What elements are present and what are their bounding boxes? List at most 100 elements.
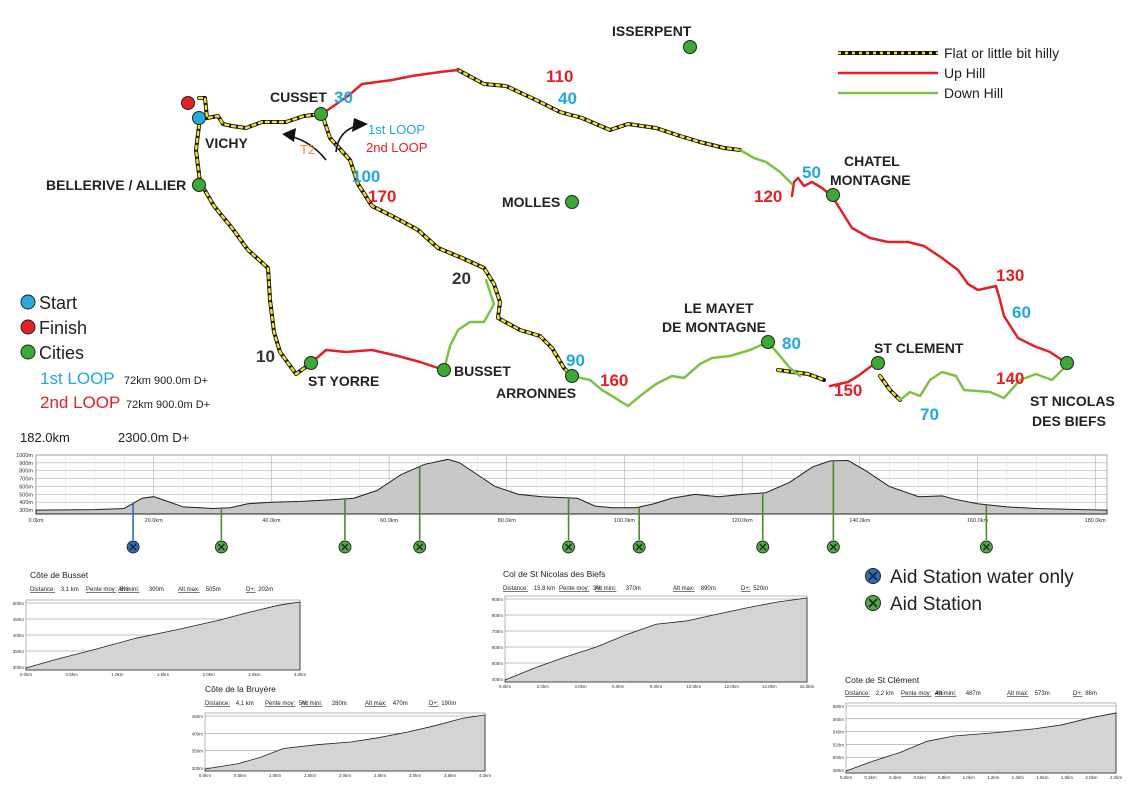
climb-stat-label: Pente moy: <box>265 701 296 707</box>
climb-x-tick: 3.5km <box>444 773 457 778</box>
profile-x-tick: 180.0km <box>1085 518 1107 524</box>
climb-x-tick: 2.0km <box>339 773 352 778</box>
climb-x-tick: 2.5km <box>248 672 261 677</box>
climb-x-tick: 1.5km <box>304 773 317 778</box>
climb-x-tick: 6.0km <box>612 684 625 689</box>
aid-legend: Aid Station water only Aid Station <box>865 567 1074 615</box>
route-uphill-segments <box>308 68 1070 388</box>
km-mark: 170 <box>368 187 396 206</box>
arrowhead-loop-icon <box>352 118 368 132</box>
aid-station-cross <box>129 543 137 551</box>
aid-full-legend-icon <box>865 595 881 611</box>
profile-y-tick: 800m <box>19 469 33 475</box>
climb-stat-label: Distance: <box>503 586 528 592</box>
climb-x-tick: 3.0km <box>294 672 307 677</box>
climb-stat-value: 520m <box>753 586 768 592</box>
climb-x-tick: 0.8km <box>938 775 951 780</box>
total-elevation: 2300.0m D+ <box>118 430 189 445</box>
climb-y-tick: 500m <box>13 601 25 606</box>
climb-x-tick: 16.0km <box>800 684 815 689</box>
climb-y-tick: 400m <box>13 633 25 638</box>
climb-y-tick: 400m <box>192 731 204 736</box>
aid-station-icon <box>756 540 770 554</box>
city-label: ST CLEMENT <box>874 340 964 356</box>
city-label: BELLERIVE / ALLIER <box>46 177 186 193</box>
climb-stat-value: 2,2 km <box>876 691 894 697</box>
city-dot-st-clement <box>871 356 885 370</box>
arrowhead-t2-icon <box>282 128 296 142</box>
climb-x-tick: 0.5km <box>66 672 79 677</box>
climb-stat-value: 890m <box>701 586 716 592</box>
city-label: CUSSET <box>270 89 327 105</box>
line-legend: Flat or little bit hilly Up Hill Down Hi… <box>838 45 1059 101</box>
profile-x-tick: 20.0km <box>145 518 163 524</box>
profile-x-tick: 140.0km <box>849 518 871 524</box>
legend-cities-label: Cities <box>39 343 84 363</box>
climb-y-tick: 560m <box>833 717 845 722</box>
km-mark: 50 <box>802 163 821 182</box>
aid-station-cross <box>759 543 767 551</box>
climb-stat-value: 3% <box>593 586 602 592</box>
climb-stat-value: 300m <box>149 587 164 593</box>
km-mark: 140 <box>996 369 1024 388</box>
profile-y-tick: 900m <box>19 461 33 467</box>
climb-x-tick: 0.0km <box>199 773 212 778</box>
profile-x-tick: 0.0km <box>29 518 44 524</box>
city-label: ST NICOLAS <box>1030 393 1115 409</box>
total-distance: 182.0km <box>20 430 70 445</box>
climb-panel: Col de St Nicolas des Biefs Distance: 15,8… <box>492 569 815 689</box>
climb-x-tick: 1.0km <box>269 773 282 778</box>
climb-y-tick: 800m <box>492 613 504 618</box>
city-label: ST YORRE <box>308 373 379 389</box>
climb-x-tick: 2.2km <box>1110 775 1123 780</box>
climb-y-tick: 300m <box>192 766 204 771</box>
route-lines <box>194 68 1070 408</box>
km-mark: 130 <box>996 266 1024 285</box>
profile-y-tick: 400m <box>19 500 33 506</box>
city-markers <box>192 40 1074 383</box>
climb-stat-label: Alt mini: <box>935 691 957 697</box>
climb-y-tick: 400m <box>492 677 504 682</box>
point-legend: Start Finish Cities 1st LOOP 72km 900.0m… <box>20 293 210 412</box>
climb-x-tick: 0.2km <box>864 775 877 780</box>
profile-x-tick: 100.0km <box>614 518 636 524</box>
city-label: DES BIEFS <box>1032 413 1106 429</box>
climb-stat-label: Alt mini: <box>301 701 323 707</box>
climb-x-tick: 1.8km <box>1061 775 1074 780</box>
aid-station-icon <box>413 540 427 554</box>
climb-x-tick: 12.0km <box>724 684 739 689</box>
legend-uphill-label: Up Hill <box>944 65 985 81</box>
climb-x-tick: 2.5km <box>374 773 387 778</box>
aid-station-cross <box>416 543 424 551</box>
aid-station-cross <box>217 543 225 551</box>
climb-y-tick: 580m <box>833 704 845 709</box>
profile-x-tick: 40.0km <box>262 518 280 524</box>
aid-station-cross <box>982 543 990 551</box>
climb-stat-label: D+: <box>246 587 256 593</box>
climb-stat-label: Alt mini: <box>118 587 140 593</box>
climb-y-tick: 350m <box>13 649 25 654</box>
city-label: MONTAGNE <box>830 172 911 188</box>
climb-stat-label: Alt mini: <box>595 586 617 592</box>
climb-y-tick: 520m <box>833 742 845 747</box>
city-dot-le-mayet <box>761 335 775 349</box>
city-dot-chatel <box>826 188 840 202</box>
climb-area <box>204 714 486 772</box>
aid-station-icon <box>979 540 993 554</box>
km-mark: 20 <box>452 269 471 288</box>
transition-label: T2 <box>300 142 315 157</box>
climb-x-tick: 8.0km <box>650 684 663 689</box>
aid-water-label: Aid Station water only <box>890 567 1074 588</box>
profile-y-tick: 600m <box>19 484 33 490</box>
climb-stat-value: 4,1 km <box>236 701 254 707</box>
aid-station-icon <box>562 540 576 554</box>
climb-x-tick: 10.0km <box>686 684 701 689</box>
loop1-name: 1st LOOP <box>40 369 115 388</box>
climb-stat-value: 470m <box>393 701 408 707</box>
climb-y-tick: 450m <box>13 617 25 622</box>
climb-x-tick: 0.0km <box>20 672 33 677</box>
legend-flat-label: Flat or little bit hilly <box>944 45 1059 61</box>
climb-title: Cote de St Clément <box>845 675 920 685</box>
climb-stat-label: Alt max: <box>178 587 200 593</box>
climb-x-tick: 4.0km <box>574 684 587 689</box>
